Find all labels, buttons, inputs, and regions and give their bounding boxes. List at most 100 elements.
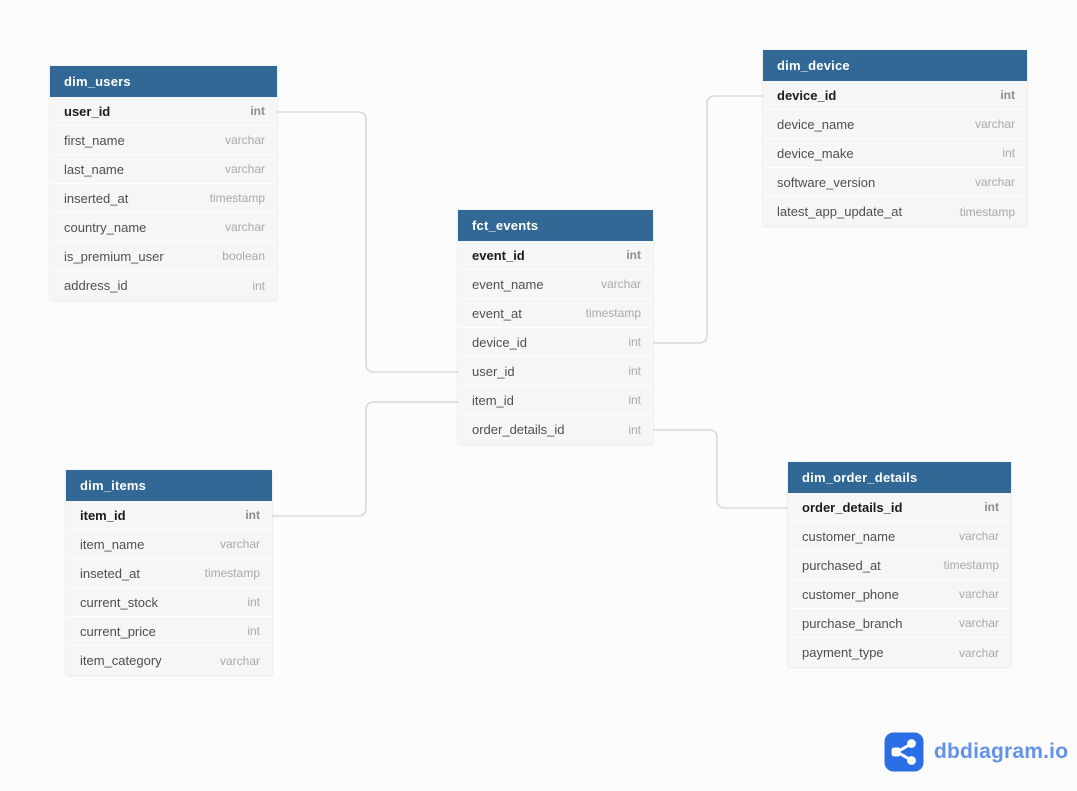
- table-dim_items[interactable]: dim_items item_id int item_name varchar inset…: [66, 470, 272, 675]
- field-name: user_id: [472, 363, 515, 379]
- field-name: device_id: [472, 334, 527, 350]
- field-type: timestamp: [585, 306, 641, 320]
- field-type: varchar: [958, 587, 999, 601]
- field-type: int: [984, 500, 999, 514]
- table-row-dim_device-latest_app_update_at[interactable]: latest_app_update_at timestamp: [763, 197, 1027, 226]
- table-row-dim_users-first_name[interactable]: first_name varchar: [50, 126, 277, 155]
- field-type: int: [247, 624, 260, 638]
- table-row-fct_events-order_details_id[interactable]: order_details_id int: [458, 415, 653, 444]
- field-type: varchar: [224, 133, 265, 147]
- field-type: varchar: [974, 175, 1015, 189]
- table-row-dim_order_details-purchase_branch[interactable]: purchase_branch varchar: [788, 609, 1011, 638]
- field-name: customer_phone: [802, 586, 899, 602]
- table-row-dim_users-address_id[interactable]: address_id int: [50, 271, 277, 300]
- field-type: timestamp: [943, 558, 999, 572]
- field-type: varchar: [219, 653, 260, 668]
- field-name: country_name: [64, 219, 147, 235]
- table-row-fct_events-device_id[interactable]: device_id int: [458, 328, 653, 357]
- table-row-fct_events-event_id[interactable]: event_id int: [458, 241, 653, 270]
- field-name: user_id: [64, 103, 111, 119]
- field-type: int: [628, 393, 641, 407]
- field-name: item_id: [472, 392, 514, 408]
- field-type: boolean: [222, 249, 265, 263]
- field-type: int: [628, 335, 641, 349]
- field-type: int: [247, 595, 260, 609]
- field-type: varchar: [958, 616, 999, 630]
- table-row-dim_items-current_price[interactable]: current_price int: [66, 617, 272, 646]
- table-row-dim_users-is_premium_user[interactable]: is_premium_user boolean: [50, 242, 277, 271]
- field-type: varchar: [974, 117, 1015, 131]
- field-type: varchar: [958, 645, 999, 660]
- field-type: int: [250, 104, 265, 118]
- field-type: varchar: [224, 162, 265, 176]
- table-row-dim_users-user_id[interactable]: user_id int: [50, 97, 277, 126]
- field-name: device_make: [777, 145, 854, 161]
- connector-fct_events.order_details_id-to-dim_order_details.order_details_id[interactable]: [653, 429, 788, 509]
- table-header-dim_order_details[interactable]: dim_order_details: [788, 462, 1011, 493]
- table-row-dim_device-device_name[interactable]: device_name varchar: [763, 110, 1027, 139]
- table-row-dim_users-inserted_at[interactable]: inserted_at timestamp: [50, 184, 277, 213]
- field-type: timestamp: [204, 566, 260, 580]
- table-header-dim_items[interactable]: dim_items: [66, 470, 272, 501]
- connector-dim_items.item_id-to-fct_events.item_id[interactable]: [272, 401, 458, 517]
- field-name: event_at: [472, 305, 522, 321]
- table-fct_events[interactable]: fct_events event_id int event_name varchar ev…: [458, 210, 653, 444]
- field-type: int: [1002, 146, 1015, 160]
- table-row-dim_order_details-customer_name[interactable]: customer_name varchar: [788, 522, 1011, 551]
- table-dim_device[interactable]: dim_device device_id int device_name varchar…: [763, 50, 1027, 226]
- table-dim_order_details[interactable]: dim_order_details order_details_id int cust…: [788, 462, 1011, 667]
- field-type: int: [628, 422, 641, 437]
- field-name: order_details_id: [472, 422, 565, 437]
- field-type: varchar: [958, 529, 999, 543]
- field-name: device_name: [777, 116, 855, 132]
- field-name: purchased_at: [802, 557, 881, 573]
- table-row-dim_items-item_name[interactable]: item_name varchar: [66, 530, 272, 559]
- field-type: int: [1000, 88, 1015, 102]
- table-row-dim_items-current_stock[interactable]: current_stock int: [66, 588, 272, 617]
- table-row-dim_device-device_make[interactable]: device_make int: [763, 139, 1027, 168]
- table-row-fct_events-event_name[interactable]: event_name varchar: [458, 270, 653, 299]
- field-name: first_name: [64, 132, 125, 148]
- field-type: int: [626, 248, 641, 262]
- connector-dim_users.user_id-to-fct_events.user_id[interactable]: [277, 111, 458, 373]
- table-row-dim_order_details-payment_type[interactable]: payment_type varchar: [788, 638, 1011, 667]
- table-row-dim_users-country_name[interactable]: country_name varchar: [50, 213, 277, 242]
- field-name: inserted_at: [64, 190, 129, 206]
- field-name: item_id: [80, 507, 126, 523]
- field-name: item_category: [80, 653, 162, 668]
- dbdiagram-logo-text: dbdiagram.io: [934, 740, 1069, 763]
- field-type: timestamp: [959, 204, 1015, 219]
- table-row-dim_order_details-customer_phone[interactable]: customer_phone varchar: [788, 580, 1011, 609]
- table-header-dim_users[interactable]: dim_users: [50, 66, 277, 97]
- table-row-dim_device-device_id[interactable]: device_id int: [763, 81, 1027, 110]
- field-name: current_price: [80, 623, 156, 639]
- field-name: customer_name: [802, 528, 896, 544]
- table-header-fct_events[interactable]: fct_events: [458, 210, 653, 241]
- table-row-dim_order_details-purchased_at[interactable]: purchased_at timestamp: [788, 551, 1011, 580]
- field-name: last_name: [64, 161, 124, 177]
- table-row-fct_events-item_id[interactable]: item_id int: [458, 386, 653, 415]
- table-row-dim_items-item_id[interactable]: item_id int: [66, 501, 272, 530]
- table-dim_users[interactable]: dim_users user_id int first_name varchar last…: [50, 66, 277, 300]
- table-header-dim_device[interactable]: dim_device: [763, 50, 1027, 81]
- connector-dim_device.device_id-to-fct_events.device_id[interactable]: [653, 95, 763, 344]
- field-type: int: [628, 364, 641, 378]
- table-row-dim_device-software_version[interactable]: software_version varchar: [763, 168, 1027, 197]
- table-row-dim_order_details-order_details_id[interactable]: order_details_id int: [788, 493, 1011, 522]
- table-row-fct_events-user_id[interactable]: user_id int: [458, 357, 653, 386]
- field-name: is_premium_user: [64, 248, 164, 264]
- table-row-fct_events-event_at[interactable]: event_at timestamp: [458, 299, 653, 328]
- table-row-dim_users-last_name[interactable]: last_name varchar: [50, 155, 277, 184]
- field-type: timestamp: [209, 191, 265, 205]
- field-type: varchar: [600, 277, 641, 291]
- field-name: inseted_at: [80, 565, 140, 581]
- field-type: int: [252, 278, 265, 293]
- field-name: address_id: [64, 278, 128, 293]
- dbdiagram-branding[interactable]: dbdiagram.io: [884, 732, 1068, 772]
- field-name: order_details_id: [802, 499, 903, 515]
- field-name: device_id: [777, 87, 837, 103]
- table-row-dim_items-inseted_at[interactable]: inseted_at timestamp: [66, 559, 272, 588]
- dbdiagram-logo-icon: [884, 732, 924, 772]
- table-row-dim_items-item_category[interactable]: item_category varchar: [66, 646, 272, 675]
